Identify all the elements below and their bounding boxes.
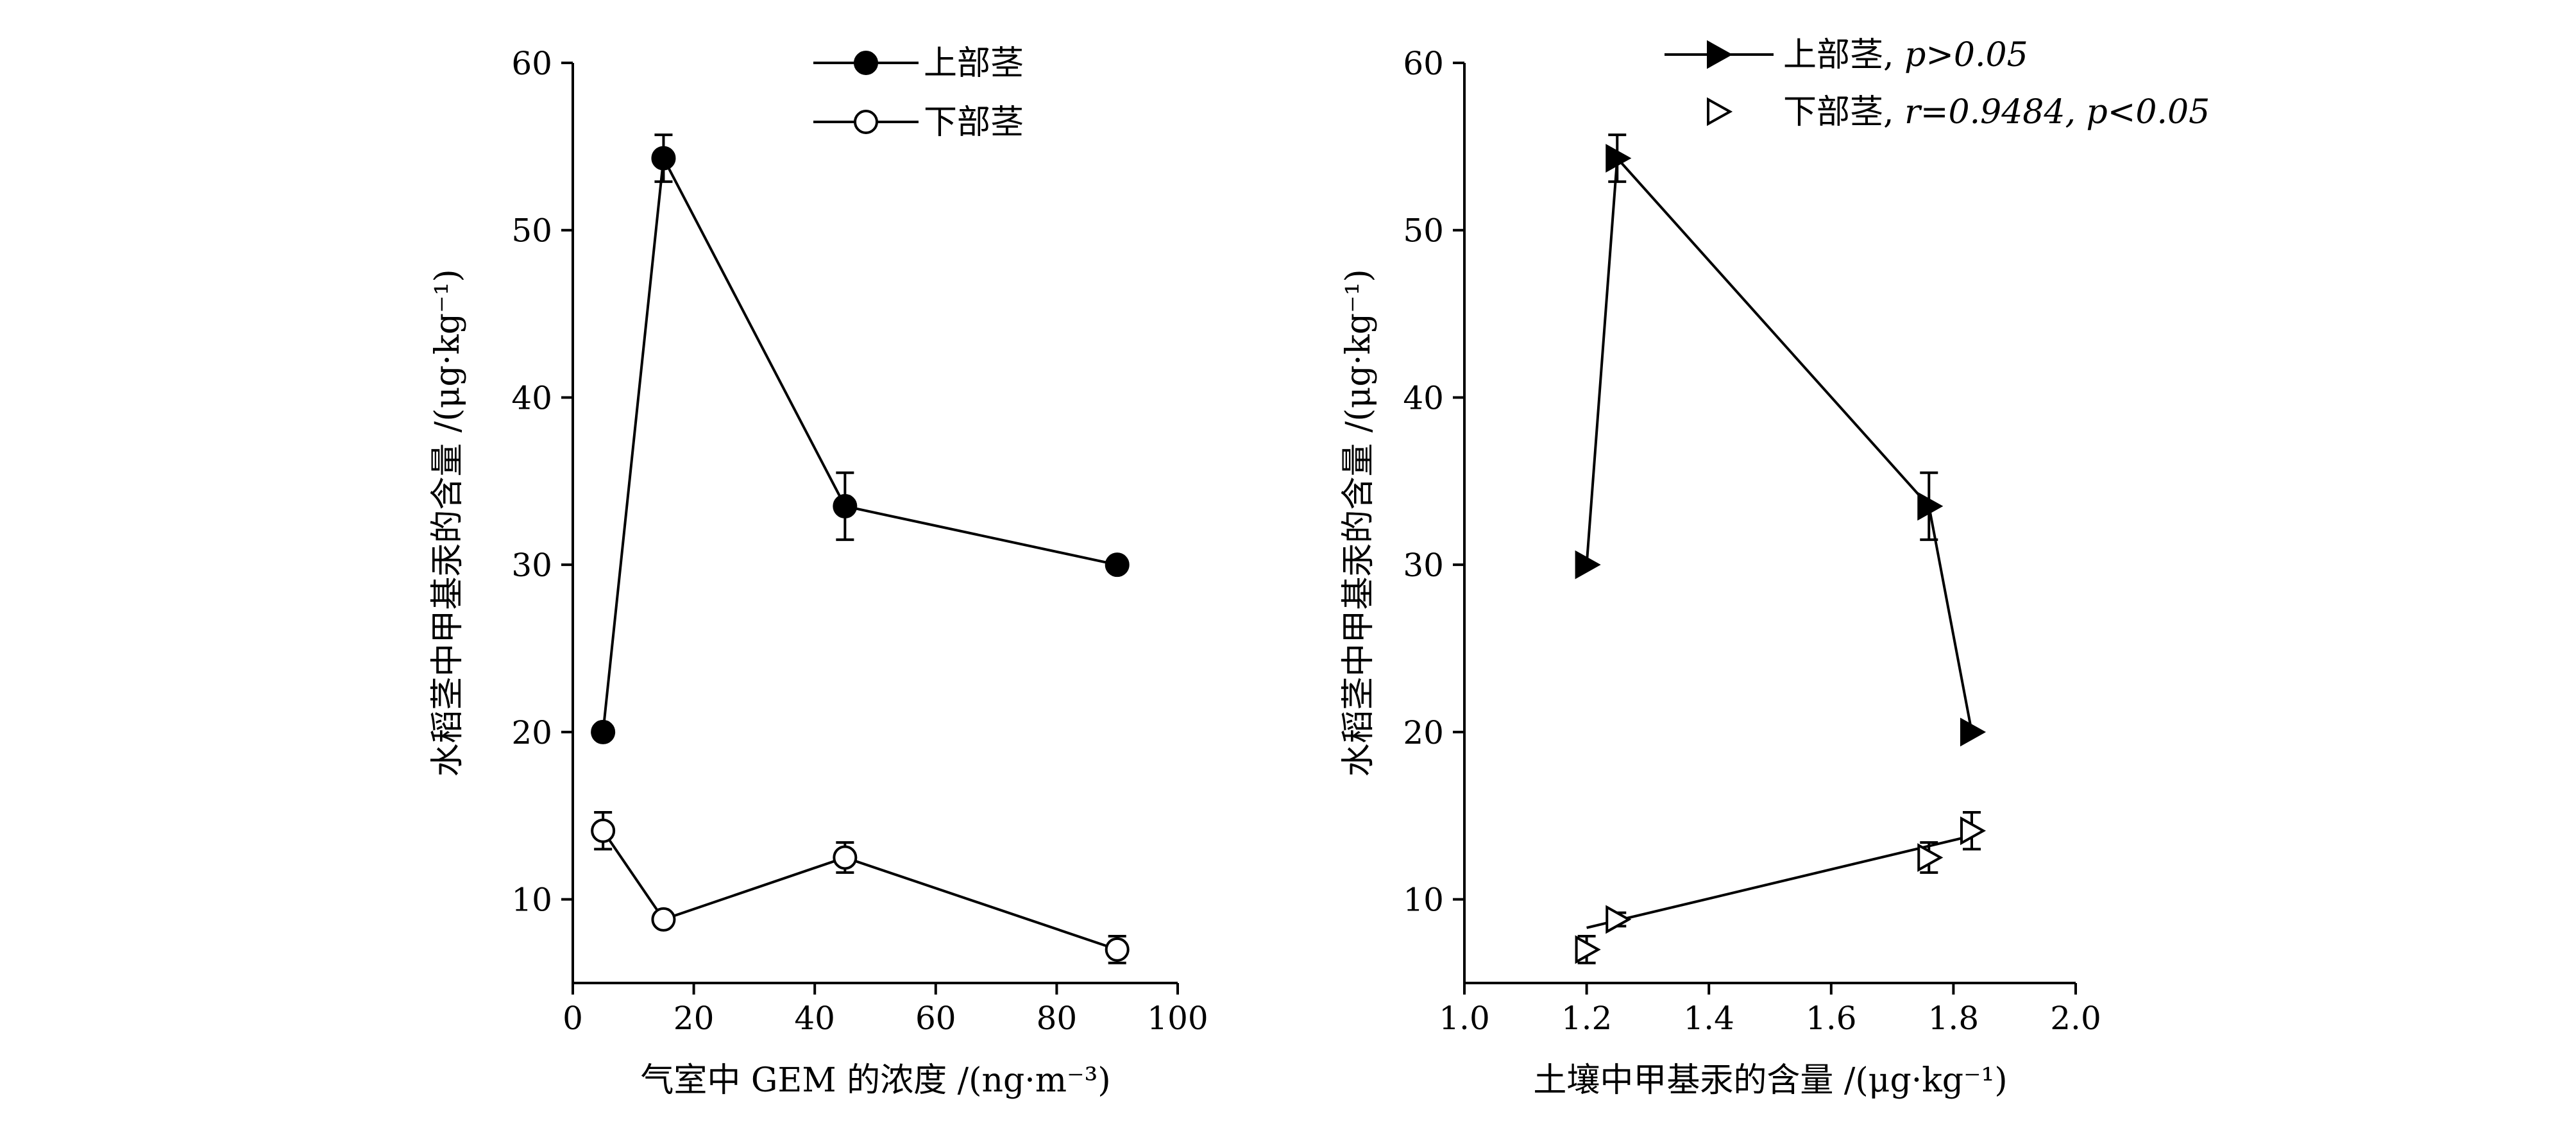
data-point [1105,937,1130,962]
left-legend: 上部茎 下部茎 [813,44,1024,142]
chart-left: 0 20 40 60 80 100 10 20 30 40 50 60 水稻茎中甲基汞的含量 /(μg… [428,44,1208,1100]
y-tick-label: 20 [1403,714,1444,751]
x-tick-label: 1.8 [1928,1000,1979,1037]
x-tick-label: 0 [563,1000,583,1037]
y-tick-label: 60 [1403,45,1444,82]
x-tick-label: 2.0 [2050,1000,2101,1037]
data-point [1105,552,1130,577]
y-tick-label: 10 [511,882,552,919]
right-legend: 上部茎, p>0.05 下部茎, r=0.9484, p<0.05 [1665,36,2210,132]
x-tick-label: 1.6 [1806,1000,1857,1037]
data-point [1917,492,1944,521]
legend-marker-lower-right [1707,97,1733,126]
data-point [591,719,616,744]
y-tick-label: 50 [511,212,552,250]
y-tick-label: 30 [1403,547,1444,584]
legend-marker-upper-right [1707,40,1733,69]
chart-right: 1.0 1.2 1.4 1.6 1.8 2.0 10 20 30 40 50 60 水稻茎中甲基汞的含… [1339,36,2210,1100]
y-tick-label: 50 [1403,212,1444,250]
data-point [833,845,858,870]
data-point [1917,843,1944,872]
x-tick-label: 80 [1037,1000,1078,1037]
y-tick-label: 30 [511,547,552,584]
right-markers [1575,133,1987,964]
x-tick-label: 40 [794,1000,835,1037]
data-point [651,146,676,171]
right-ylabel: 水稻茎中甲基汞的含量 /(μg·kg⁻¹) [1339,269,1378,776]
x-tick-label: 1.0 [1439,1000,1490,1037]
data-point [651,907,676,932]
legend-label-lower: 下部茎 [924,103,1024,142]
data-point [833,493,858,518]
left-series-lines [602,153,1118,951]
series-line-0 [602,153,1118,733]
data-point [1960,717,1987,747]
y-tick-label: 20 [511,714,552,751]
x-tick-label: 20 [674,1000,715,1037]
right-series-lines [1585,155,1973,929]
data-point [1606,905,1632,934]
y-tick-label: 10 [1403,882,1444,919]
series-line-1 [1586,834,1972,929]
legend-label-upper-right: 上部茎, p>0.05 [1783,36,2028,74]
data-point [1575,935,1601,964]
x-tick-label: 60 [915,1000,956,1037]
x-tick-label: 100 [1147,1000,1208,1037]
left-ylabel: 水稻茎中甲基汞的含量 /(μg·kg⁻¹) [428,269,467,776]
data-point [1575,550,1601,579]
x-tick-label: 1.4 [1683,1000,1734,1037]
series-line-0 [1585,155,1973,733]
series-line-1 [602,830,1118,951]
legend-label-upper: 上部茎 [924,44,1024,83]
legend-marker-lower [854,110,878,134]
data-point [1960,816,1987,846]
y-tick-label: 40 [1403,379,1444,416]
data-point [591,818,616,843]
left-xlabel: 气室中 GEM 的浓度 /(ng·m⁻³) [640,1061,1110,1100]
legend-marker-upper [854,51,878,75]
right-ticks: 1.0 1.2 1.4 1.6 1.8 2.0 10 20 30 40 50 60 [1403,45,2101,1037]
y-tick-label: 60 [511,45,552,82]
left-ticks: 0 20 40 60 80 100 10 20 30 40 50 60 [511,45,1208,1037]
x-tick-label: 1.2 [1561,1000,1613,1037]
data-point [1606,144,1632,173]
legend-label-lower-right: 下部茎, r=0.9484, p<0.05 [1783,93,2210,132]
right-xlabel: 土壤中甲基汞的含量 /(μg·kg⁻¹) [1533,1061,2007,1100]
y-tick-label: 40 [511,379,552,416]
left-markers [591,133,1130,964]
